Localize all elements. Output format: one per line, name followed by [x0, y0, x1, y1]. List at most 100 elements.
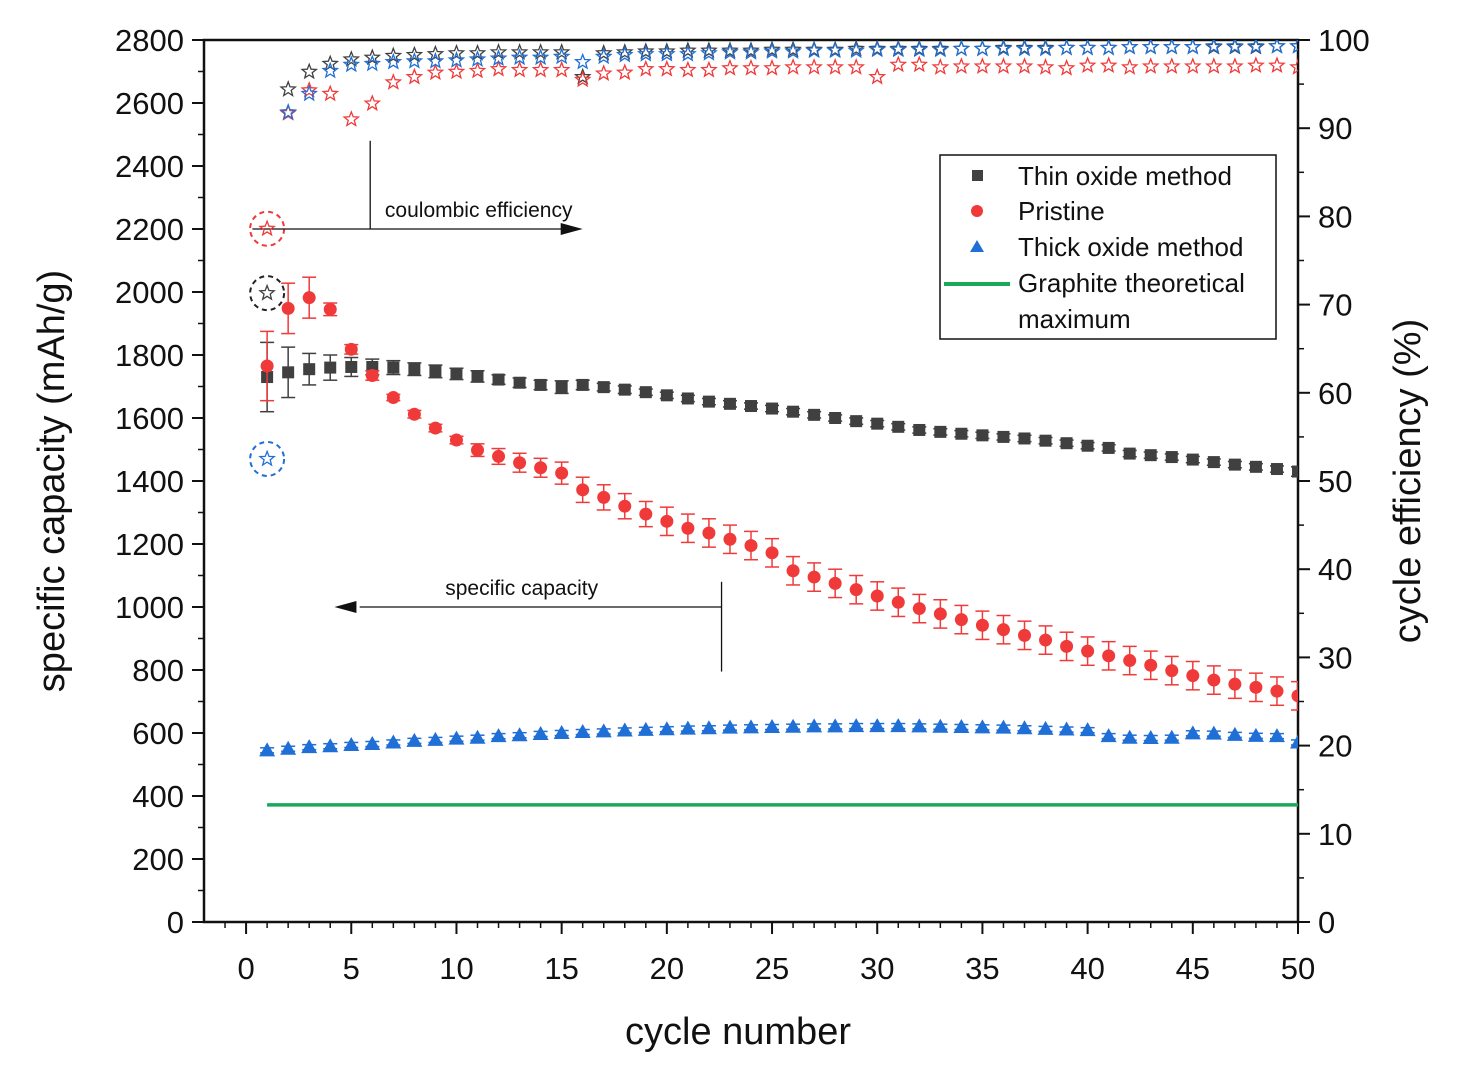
point-thin-oxide-method-ce [510, 42, 529, 60]
point-thin-oxide-method [1018, 432, 1031, 445]
point-pristine-ce [721, 58, 739, 76]
point-pristine [786, 564, 800, 578]
point-pristine [744, 539, 758, 553]
point-thin-oxide-method [702, 395, 715, 408]
point-thick-oxide-method-ce [868, 40, 887, 58]
point-thick-oxide-method [1247, 727, 1264, 742]
point-pristine-ce [300, 81, 319, 98]
point-thick-oxide-method [553, 725, 570, 739]
capacity-arrow-head [334, 601, 357, 613]
point-pristine-ce [1204, 57, 1223, 74]
point-pristine-ce [1183, 57, 1202, 74]
point-thick-oxide-method-ce [763, 42, 781, 59]
point-thick-oxide-method [1037, 720, 1054, 735]
legend-box [939, 154, 1277, 340]
point-thin-oxide-method [850, 415, 863, 428]
point-pristine-ce [531, 60, 550, 78]
point-thin-oxide-method-ce [468, 43, 487, 61]
legend-label-thin-oxide: Thin oxide method [1018, 161, 1232, 191]
point-thick-oxide-method-ce [1183, 40, 1202, 55]
point-pristine-ce [342, 110, 361, 127]
point-pristine [639, 507, 653, 521]
point-thin-oxide-method-ce [931, 40, 950, 57]
point-thick-oxide-method [490, 728, 507, 743]
point-thick-oxide-method-ce [573, 52, 592, 70]
capacity-annotation: specific capacity [445, 577, 598, 600]
point-pristine-ce [426, 63, 445, 81]
x-tick-label: 25 [755, 951, 789, 986]
point-pristine-ce [1099, 56, 1118, 74]
y-right-tick-label: 70 [1318, 288, 1352, 323]
point-thin-oxide-method-ce [405, 45, 424, 63]
point-thin-oxide-method [766, 402, 779, 415]
series-pristine-ce [258, 55, 1298, 237]
point-thick-oxide-method [280, 740, 297, 755]
point-thick-oxide-method-ce [426, 51, 445, 69]
point-thin-oxide-method [471, 370, 484, 383]
point-pristine-ce [258, 219, 276, 237]
coulombic-arrow-head [560, 223, 583, 235]
point-thick-oxide-method [1268, 728, 1285, 743]
x-tick-label: 30 [860, 951, 894, 986]
point-thin-oxide-method [723, 397, 736, 410]
point-thick-oxide-method-ce [510, 48, 529, 66]
point-thin-oxide-method-ce [594, 43, 613, 61]
point-pristine-ce [321, 84, 340, 102]
point-thick-oxide-method-ce [931, 40, 950, 58]
point-thin-oxide-method-ce [721, 41, 739, 59]
legend: Thin oxide method Pristine Thick oxide m… [939, 154, 1277, 340]
point-pristine [597, 490, 611, 504]
y-left-tick-label: 1800 [115, 338, 184, 373]
point-pristine [1165, 664, 1179, 678]
point-pristine-ce [510, 60, 529, 78]
point-thick-oxide-method [1079, 722, 1096, 737]
x-tick-label: 45 [1176, 951, 1210, 986]
point-thick-oxide-method-ce [321, 61, 340, 79]
point-thick-oxide-method [1121, 729, 1138, 744]
point-thin-oxide-method-ce [279, 80, 298, 97]
point-thick-oxide-method-ce [447, 50, 466, 68]
point-pristine [1186, 669, 1200, 683]
point-thick-oxide-method-ce [531, 48, 550, 66]
y-right-tick-label: 60 [1318, 376, 1352, 411]
point-pristine-ce [700, 60, 718, 78]
point-thin-oxide-method-ce [657, 42, 676, 59]
point-thick-oxide-method-ce [826, 41, 845, 59]
point-thin-oxide-method [555, 381, 568, 394]
point-pristine-ce [1162, 57, 1181, 74]
point-thick-oxide-method-ce [657, 44, 676, 62]
point-thin-oxide-method-ce [847, 40, 866, 57]
point-thick-oxide-method-ce [994, 40, 1013, 57]
point-pristine [912, 602, 926, 616]
point-pristine [1291, 689, 1298, 703]
point-thick-oxide-method [574, 724, 591, 739]
point-thick-oxide-method [301, 739, 318, 754]
point-pristine [996, 623, 1010, 637]
point-thick-oxide-method [911, 718, 928, 733]
point-thin-oxide-method [976, 429, 989, 442]
point-thick-oxide-method [364, 736, 381, 751]
point-thick-oxide-method-ce [1120, 40, 1139, 55]
point-pristine-ce [910, 55, 929, 73]
y-left-tick-label: 1400 [115, 464, 184, 499]
point-pristine [660, 514, 674, 528]
x-tick-label: 35 [965, 951, 999, 986]
series-thin-oxide-method [260, 341, 1298, 478]
point-thick-oxide-method [1184, 725, 1201, 740]
point-pristine-ce [1141, 57, 1160, 74]
point-thin-oxide-method [534, 378, 547, 391]
point-thin-oxide-method-ce [679, 41, 697, 59]
ticks-layer: 0 5 10 15 20 25 30 35 40 45 5002004006008001000120… [115, 23, 1370, 986]
point-thick-oxide-method-ce [721, 42, 739, 60]
point-pristine-ce [763, 58, 781, 76]
x-tick-label: 5 [343, 951, 360, 986]
point-pristine [534, 461, 548, 475]
point-thick-oxide-method-ce [1268, 40, 1286, 54]
point-pristine-ce [447, 62, 466, 80]
x-tick-label: 20 [650, 951, 684, 986]
point-pristine-ce [952, 57, 971, 74]
point-thick-oxide-method-ce [742, 42, 760, 60]
y-axis-left-title: specific capacity (mAh/g) [31, 270, 73, 692]
point-thick-oxide-method [1058, 721, 1075, 736]
point-pristine-ce [826, 57, 845, 75]
